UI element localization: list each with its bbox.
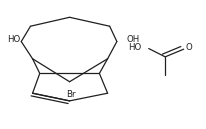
Text: Br: Br bbox=[66, 90, 75, 99]
Text: O: O bbox=[185, 43, 192, 52]
Text: HO: HO bbox=[7, 35, 20, 44]
Text: OH: OH bbox=[125, 35, 139, 44]
Text: HO: HO bbox=[128, 43, 141, 52]
